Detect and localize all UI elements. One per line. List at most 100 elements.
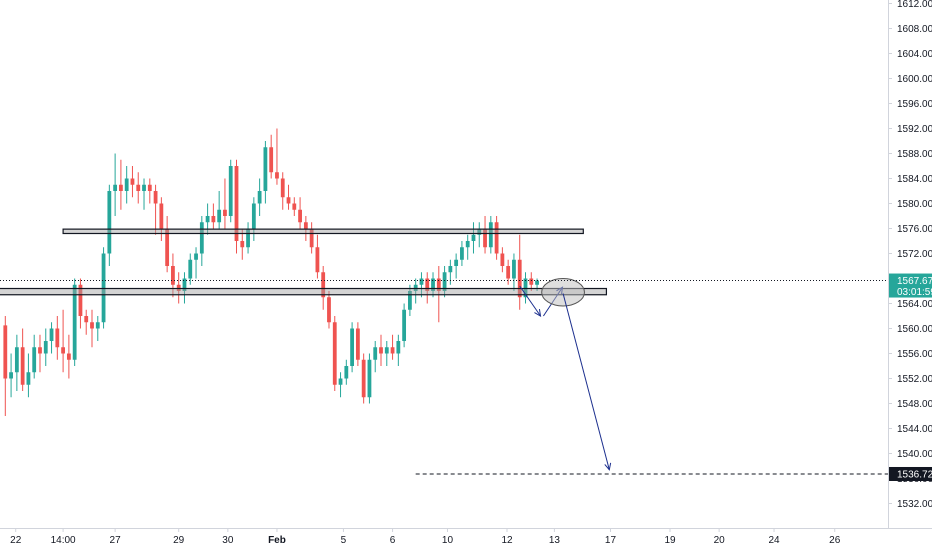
current-price-label: 1567.675 [897, 276, 932, 287]
candle-body [101, 253, 106, 323]
candle-body [199, 222, 204, 254]
time-tick-label: 22 [10, 535, 22, 546]
candle-body [506, 266, 511, 279]
time-tick-label: 5 [341, 535, 347, 546]
candle-body [488, 222, 493, 248]
time-tick-label: 24 [768, 535, 780, 546]
time-tick-label: 10 [442, 535, 454, 546]
candle-body [171, 266, 175, 285]
price-tick-label: 1540.000 [897, 449, 932, 460]
price-axis[interactable]: 1612.000 1608.000 1604.000 1600.000 1596.000… [888, 0, 932, 528]
candle-body [142, 184, 146, 191]
price-tick-label: 1560.000 [897, 324, 932, 335]
price-tick-label: 1572.000 [897, 249, 932, 260]
price-tick-label: 1532.000 [897, 499, 932, 510]
candle-body [159, 203, 164, 229]
candle-body [367, 359, 372, 398]
candle-body [419, 278, 424, 285]
candle-body [529, 278, 534, 285]
candle-body [90, 322, 94, 329]
time-tick-label: 6 [390, 535, 396, 546]
candle-body [32, 347, 37, 373]
time-tick-label: 12 [501, 535, 513, 546]
candle-body [344, 366, 349, 379]
arrow-down-short-head [534, 309, 542, 317]
candle-body [523, 278, 528, 298]
candle-body [413, 284, 418, 291]
candle-body [373, 347, 378, 360]
candle-body [217, 209, 222, 223]
support-zone[interactable] [0, 287, 608, 296]
candle-body [494, 222, 499, 254]
time-tick-label: 20 [714, 535, 726, 546]
candle-body [448, 266, 453, 273]
arrow-down-short[interactable] [519, 285, 541, 317]
candle-body [454, 259, 459, 266]
price-tick-label: 1580.000 [897, 199, 932, 210]
candle-body [84, 316, 89, 323]
price-tick-label: 1576.000 [897, 224, 932, 235]
candle-body [26, 372, 31, 385]
candle-body [338, 378, 343, 385]
candle-body [240, 241, 245, 248]
candle-body [188, 259, 193, 279]
candle-body [55, 328, 60, 348]
candle-body [512, 259, 516, 279]
candle-body [205, 216, 210, 223]
time-tick-label: 26 [829, 535, 841, 546]
price-tick-label: 1584.000 [897, 174, 932, 185]
time-tick-label: 19 [664, 535, 676, 546]
price-tick-label: 1592.000 [897, 124, 932, 135]
candle-body [321, 272, 326, 298]
candle-body [182, 278, 187, 291]
price-tick-label: 1552.000 [897, 374, 932, 385]
candle-body [465, 241, 470, 248]
candle-body [130, 178, 135, 185]
candle-body [425, 278, 430, 291]
candle-body [535, 280, 539, 285]
time-axis[interactable]: 22 14:00 27 29 30 Feb 5 6 10 12 13 17 19 20 24 26 [0, 528, 932, 546]
candle-body [107, 191, 112, 254]
price-tick-label: 1556.000 [897, 349, 932, 360]
candle-body [327, 297, 331, 323]
candle-body [95, 322, 100, 329]
candle-body [332, 322, 337, 385]
time-tick-label: 29 [173, 535, 185, 546]
price-tick-label: 1600.000 [897, 74, 932, 85]
drawings-layer[interactable] [0, 228, 612, 471]
candle-body [147, 184, 152, 191]
arrow-down-target-head [604, 462, 612, 471]
time-tick-label: 30 [222, 535, 234, 546]
candle-body [286, 197, 291, 204]
resistance-zone[interactable] [62, 228, 584, 235]
price-tick-label: 1548.000 [897, 399, 932, 410]
arrow-down-target[interactable] [562, 293, 610, 470]
candle-body [153, 191, 158, 204]
candle-body [38, 347, 42, 354]
retest-ellipse[interactable] [541, 278, 585, 307]
price-tick-label: 1588.000 [897, 149, 932, 160]
candle-body [309, 228, 314, 248]
candle-body [194, 253, 198, 260]
candle-body [223, 209, 227, 216]
time-tick-label: 17 [605, 535, 617, 546]
candle-body [124, 178, 129, 191]
candle-body [477, 228, 482, 235]
candle-body [113, 184, 118, 191]
candle-body [3, 325, 8, 379]
candle-body [211, 216, 216, 223]
candle-body [408, 291, 412, 310]
target-price-tag [889, 466, 932, 481]
candle-body [246, 228, 250, 248]
candle-body [165, 228, 170, 266]
time-tick-label: 27 [110, 535, 122, 546]
candle-body [263, 147, 268, 191]
price-tick-label: 1564.000 [897, 299, 932, 310]
candle-body [315, 247, 320, 273]
candle-body [66, 353, 71, 360]
price-tags-layer: 1567.67503:01:59 1536.722 [889, 273, 932, 481]
candle-body [72, 284, 77, 360]
candle-body [517, 259, 522, 298]
